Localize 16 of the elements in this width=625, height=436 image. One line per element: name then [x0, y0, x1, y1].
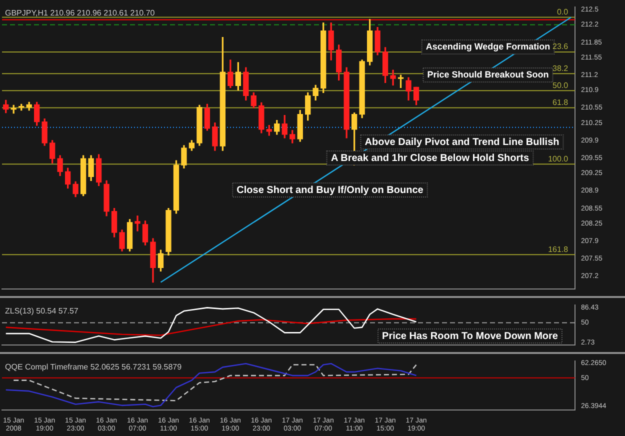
annotation: Price Has Room To Move Down More [382, 330, 558, 342]
annotation: 38.2 [552, 64, 569, 73]
annotation: 23.6 [552, 42, 569, 52]
chart-title: ZLS(13) 50.54 57.57 [5, 306, 79, 316]
annotation: 50.0 [552, 80, 569, 90]
annotation: A Break and 1hr Close Below Hold Shorts [330, 152, 530, 164]
annotation: Ascending Wedge Formation [426, 41, 550, 52]
annotation: 0.0 [557, 7, 569, 16]
annotation: 100.0 [548, 154, 569, 164]
annotation: Price Should Breakout Soon [427, 69, 549, 80]
chart-title: QQE Compl Timeframe 52.0625 56.7231 59.5879 [5, 362, 182, 372]
chart-title: GBPJPY,H1 210.96 210.96 210.61 210.70 [5, 8, 156, 18]
annotation: Above Daily Pivot and Trend Line Bullish [364, 136, 560, 148]
annotation: 161.8 [548, 244, 569, 254]
annotation: 61.8 [552, 98, 569, 107]
annotation: Close Short and Buy If/Only on Bounce [236, 184, 424, 196]
